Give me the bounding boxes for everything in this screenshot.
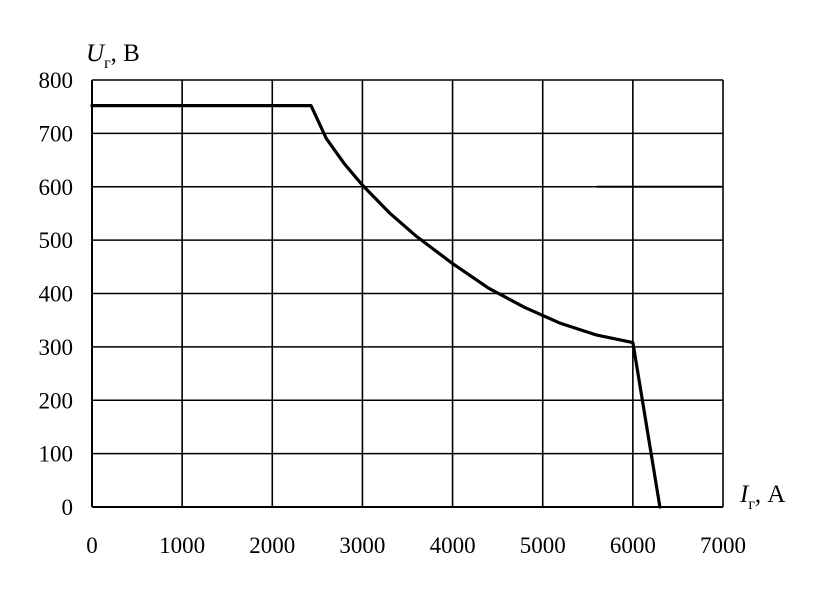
x-tick-labels: 0 1000 2000 3000 4000 5000 6000 7000 xyxy=(86,533,746,558)
series xyxy=(90,103,662,509)
x-tick-label: 5000 xyxy=(520,533,566,558)
y-tick-label: 700 xyxy=(39,121,74,146)
y-axis-symbol: U xyxy=(86,40,106,67)
series-line-0 xyxy=(90,103,662,509)
plot-frame xyxy=(91,80,723,508)
x-axis-unit: , А xyxy=(755,481,786,508)
y-tick-label: 0 xyxy=(62,495,74,520)
x-axis-label: Iг, А xyxy=(739,481,785,513)
y-tick-labels: 0 100 200 300 400 500 600 700 800 xyxy=(39,68,74,520)
y-axis-unit: , В xyxy=(111,40,140,67)
y-tick-label: 600 xyxy=(39,175,74,200)
x-tick-label: 2000 xyxy=(249,533,295,558)
x-tick-label: 4000 xyxy=(430,533,476,558)
x-tick-label: 0 xyxy=(86,533,98,558)
x-tick-label: 7000 xyxy=(700,533,746,558)
x-axis-subscript: г xyxy=(748,496,755,513)
y-tick-label: 200 xyxy=(39,388,74,413)
y-tick-label: 800 xyxy=(39,68,74,93)
x-tick-label: 3000 xyxy=(339,533,385,558)
grid xyxy=(91,79,724,508)
y-axis-subscript: г xyxy=(104,55,111,72)
y-tick-label: 100 xyxy=(39,442,74,467)
x-axis-symbol: I xyxy=(739,481,750,508)
x-tick-label: 6000 xyxy=(610,533,656,558)
x-tick-label: 1000 xyxy=(159,533,205,558)
y-axis-label: Uг, В xyxy=(86,40,140,72)
y-tick-label: 400 xyxy=(39,282,74,307)
y-tick-label: 300 xyxy=(39,335,74,360)
y-tick-label: 500 xyxy=(39,228,74,253)
